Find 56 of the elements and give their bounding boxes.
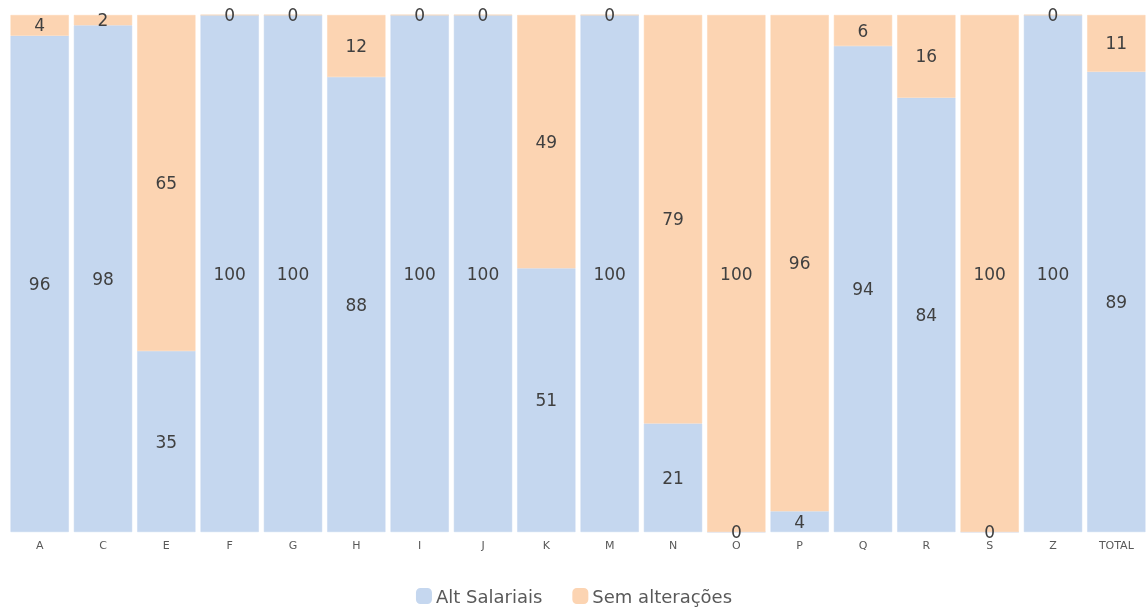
- x-tick-label: E: [162, 539, 170, 552]
- data-label: 6: [857, 20, 869, 41]
- data-label: 98: [92, 268, 114, 289]
- data-label: 0: [984, 522, 996, 542]
- data-label: 16: [915, 46, 938, 67]
- data-label: 0: [1047, 5, 1059, 25]
- data-label: 49: [535, 131, 558, 152]
- x-tick-label: K: [542, 539, 551, 552]
- x-tick-label: O: [732, 539, 741, 552]
- data-label: 100: [973, 263, 1006, 284]
- x-tick-label: M: [604, 539, 615, 552]
- data-label: 0: [477, 5, 489, 25]
- data-label: 100: [466, 263, 500, 284]
- x-tick-label: I: [418, 539, 422, 552]
- legend-label: Sem alterações: [592, 585, 733, 607]
- data-label: 100: [720, 263, 753, 284]
- x-tick-label: N: [668, 539, 678, 552]
- data-label: 0: [224, 5, 236, 25]
- data-label: 2: [97, 10, 109, 31]
- x-tick-label: F: [226, 539, 233, 552]
- x-tick-label: P: [796, 539, 804, 552]
- data-label: 4: [794, 511, 806, 532]
- x-tick-label: H: [352, 539, 361, 552]
- data-label: 100: [593, 263, 626, 284]
- legend-label: Alt Salariais: [435, 585, 543, 607]
- x-tick-label: S: [986, 539, 994, 552]
- data-label: 88: [345, 294, 368, 315]
- x-tick-label: Q: [858, 539, 868, 552]
- data-label: 100: [1036, 263, 1070, 284]
- data-label: 51: [535, 390, 558, 411]
- data-label: 0: [414, 5, 426, 25]
- x-tick-label: J: [480, 539, 485, 552]
- data-label: 100: [276, 263, 310, 284]
- data-label: 4: [34, 15, 46, 36]
- data-label: 11: [1105, 33, 1128, 54]
- data-label: 94: [852, 279, 874, 300]
- x-tick-label: Z: [1049, 539, 1058, 552]
- data-label: 100: [213, 263, 246, 284]
- data-label: 89: [1105, 291, 1128, 312]
- data-label: 79: [662, 209, 684, 230]
- data-label: 21: [662, 467, 684, 488]
- data-label: 0: [287, 5, 299, 25]
- data-label: 100: [403, 263, 436, 284]
- data-label: 12: [345, 36, 368, 57]
- data-label: 96: [28, 273, 51, 294]
- data-label: 84: [915, 304, 938, 325]
- x-tick-label: R: [922, 539, 931, 552]
- x-tick-label: G: [288, 539, 298, 552]
- data-label: 96: [788, 253, 811, 274]
- x-tick-label: C: [99, 539, 108, 552]
- data-label: 65: [155, 173, 178, 194]
- data-label: 0: [730, 522, 742, 542]
- data-label: 35: [155, 431, 178, 452]
- x-tick-label: A: [35, 539, 44, 552]
- x-tick-label: TOTAL: [1097, 539, 1135, 552]
- data-label: 0: [604, 5, 616, 25]
